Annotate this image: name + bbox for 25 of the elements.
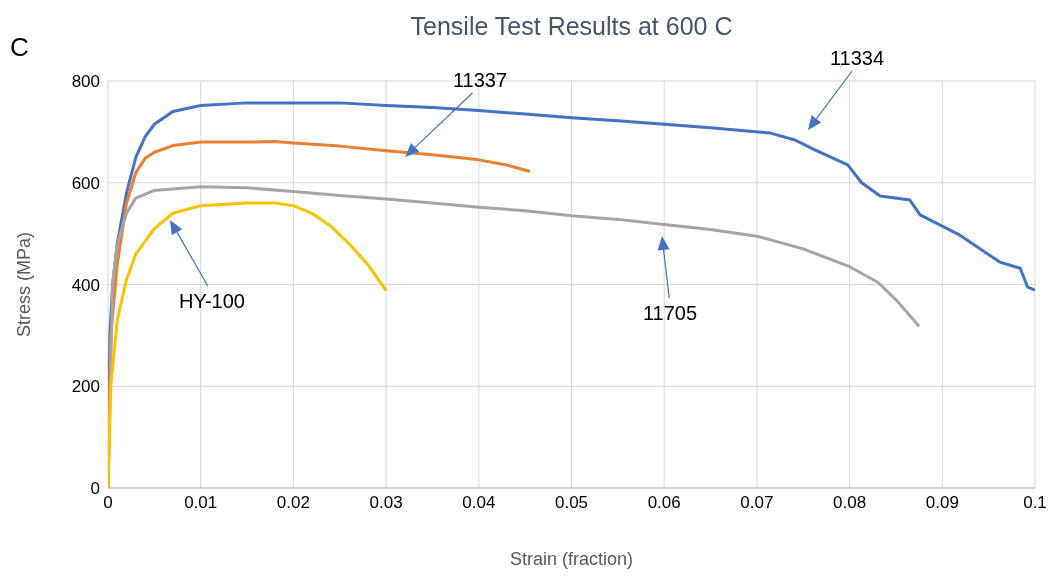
x-tick-label: 0.03	[369, 493, 403, 513]
annotation: HY-100	[179, 290, 245, 312]
text: 11334	[829, 47, 885, 69]
text: C	[10, 32, 29, 62]
x-tick-label: 0.01	[184, 493, 218, 513]
y-tick-label: 0	[90, 479, 100, 499]
y-tick-label: 600	[71, 173, 100, 193]
line-series	[108, 201, 388, 488]
x-tick-label: 0.08	[833, 493, 867, 513]
y-tick-label: 800	[71, 72, 100, 92]
annotation: 11705	[642, 302, 698, 324]
y-tick-label: 200	[71, 377, 100, 397]
y-tick-label: 400	[71, 275, 100, 295]
y-axis-title: Stress (MPa)	[14, 231, 34, 338]
x-tick-label: 0.07	[740, 493, 774, 513]
x-tick-label: 0	[103, 493, 113, 513]
x-tick-label: 0.05	[554, 493, 589, 513]
x-tick-label: 0.09	[925, 493, 959, 513]
x-tick-label: 0.1	[1023, 493, 1047, 513]
x-tick-label: 0.02	[276, 493, 310, 513]
annotation: 11337	[452, 69, 508, 91]
chart-title: Tensile Test Results at 600 C	[410, 12, 733, 40]
x-tick-label: 0.06	[647, 493, 681, 513]
x-tick-label: 0.04	[462, 493, 496, 513]
x-axis-title: Strain (fraction)	[509, 549, 634, 569]
